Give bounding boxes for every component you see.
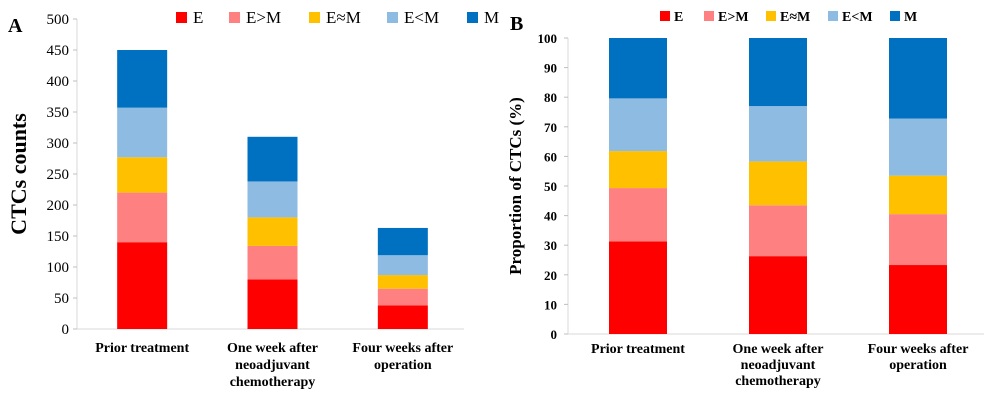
x-category-label-line: operation <box>374 358 432 373</box>
x-category-label: Prior treatment <box>95 341 189 356</box>
y-tick-label: 100 <box>538 31 558 46</box>
bar-segment-egtm <box>889 214 947 266</box>
bar-segment-eapproxm <box>377 275 428 289</box>
y-tick-label: 200 <box>47 198 70 214</box>
bar-segment-egtm <box>247 245 298 280</box>
legend-label: E>M <box>246 8 281 27</box>
bar-segment-e <box>117 242 168 329</box>
x-category-label-line: Prior treatment <box>591 342 685 357</box>
bar-segment-eltm <box>889 118 947 176</box>
bar-segment-m <box>377 227 428 256</box>
legend-label: E≈M <box>326 8 361 27</box>
x-category-label-line: Four weeks after <box>352 341 453 356</box>
y-tick-label: 10 <box>544 297 557 312</box>
bar-segment-m <box>749 38 807 107</box>
y-tick-label: 0 <box>62 322 70 338</box>
x-category-label: One week after neoadjuvant chemotherapy <box>733 342 824 389</box>
panel-label-a: A <box>8 15 23 37</box>
y-tick-label: 40 <box>544 209 557 224</box>
bar-segment-e <box>749 256 807 334</box>
chart-panel-a: 0 50 100 150 200 250 300 350 400 450 500 CTCs count… <box>6 8 499 390</box>
legend-swatch <box>387 12 398 23</box>
x-category-label-line: Four weeks after <box>868 342 969 357</box>
legend-swatch <box>660 11 670 21</box>
y-tick-label: 80 <box>544 90 557 105</box>
bar-segment-m <box>117 50 168 108</box>
legend-label: E>M <box>718 10 749 25</box>
y-tick-label: 500 <box>47 12 70 28</box>
y-tick-label: 350 <box>47 105 70 121</box>
x-category-label-line: neoadjuvant <box>235 358 310 373</box>
x-category-label: Four weeks after operation <box>868 342 969 373</box>
legend-swatch <box>467 12 478 23</box>
y-axis-label: Proportion of CTCs (%) <box>506 97 525 275</box>
bar-segment-eltm <box>609 98 667 152</box>
y-axis-label: CTCs counts <box>6 113 31 235</box>
legend-swatch <box>176 12 187 23</box>
bar-segment-e <box>377 305 428 329</box>
chart-panel-b: 0 10 20 30 40 50 60 70 80 90 100 Proportion of CTCs… <box>506 10 984 389</box>
y-tick-label: 300 <box>47 136 70 152</box>
y-tick-label: 100 <box>47 260 70 276</box>
legend-swatch <box>229 12 240 23</box>
x-category-label: Four weeks after operation <box>352 341 453 373</box>
x-category-label-line: chemotherapy <box>735 374 821 389</box>
x-category-label-line: One week after <box>227 341 318 356</box>
legend-swatch <box>704 11 714 21</box>
bar-segment-m <box>247 136 298 182</box>
legend-label: M <box>904 10 917 25</box>
legend-label: E<M <box>842 10 873 25</box>
y-tick-label: 150 <box>47 229 70 245</box>
y-tick-label: 0 <box>551 327 558 342</box>
bar-segment-eapproxm <box>247 217 298 246</box>
legend-label: E <box>193 8 203 27</box>
bar-segment-eltm <box>247 181 298 218</box>
legend-swatch <box>828 11 838 21</box>
legend-swatch <box>309 12 320 23</box>
y-tick-label: 90 <box>544 61 557 76</box>
y-tick-label: 250 <box>47 167 70 183</box>
panel-label-b: B <box>510 13 523 35</box>
bar-segment-e <box>889 265 947 334</box>
x-category-label-line: neoadjuvant <box>741 358 816 373</box>
x-category-label-line: One week after <box>733 342 824 357</box>
y-tick-label: 50 <box>54 291 69 307</box>
legend-label: E <box>674 10 683 25</box>
bar-segment-egtm <box>377 288 428 306</box>
x-category-label-line: operation <box>889 358 947 373</box>
bar-segment-egtm <box>609 188 667 242</box>
y-tick-label: 60 <box>544 149 557 164</box>
x-category-label-line: chemotherapy <box>230 375 316 390</box>
legend-label: M <box>484 8 499 27</box>
bar-segment-eapproxm <box>117 157 168 193</box>
bar-segment-e <box>247 279 298 329</box>
bar-segment-m <box>609 38 667 99</box>
bar-segment-eltm <box>749 106 807 162</box>
bar-segment-egtm <box>117 192 168 243</box>
y-tick-label: 20 <box>544 268 557 283</box>
legend-label: E<M <box>404 8 439 27</box>
legend-swatch <box>890 11 900 21</box>
x-category-label: Prior treatment <box>591 342 685 357</box>
bar-segment-eapproxm <box>889 175 947 215</box>
x-category-label-line: Prior treatment <box>95 341 189 356</box>
bar-segment-egtm <box>749 205 807 257</box>
y-tick-label: 30 <box>544 238 557 253</box>
y-tick-label: 400 <box>47 74 70 90</box>
y-tick-label: 450 <box>47 43 70 59</box>
x-category-label: One week after neoadjuvant chemotherapy <box>227 341 318 390</box>
bar-segment-eltm <box>117 107 168 158</box>
bar-segment-e <box>609 241 667 334</box>
y-tick-label: 70 <box>544 120 557 135</box>
legend-label: E≈M <box>780 10 810 25</box>
y-tick-label: 50 <box>544 179 557 194</box>
bar-segment-m <box>889 38 947 119</box>
bar-segment-eltm <box>377 255 428 276</box>
bar-segment-eapproxm <box>749 161 807 206</box>
bar-segment-eapproxm <box>609 151 667 189</box>
legend-swatch <box>766 11 776 21</box>
